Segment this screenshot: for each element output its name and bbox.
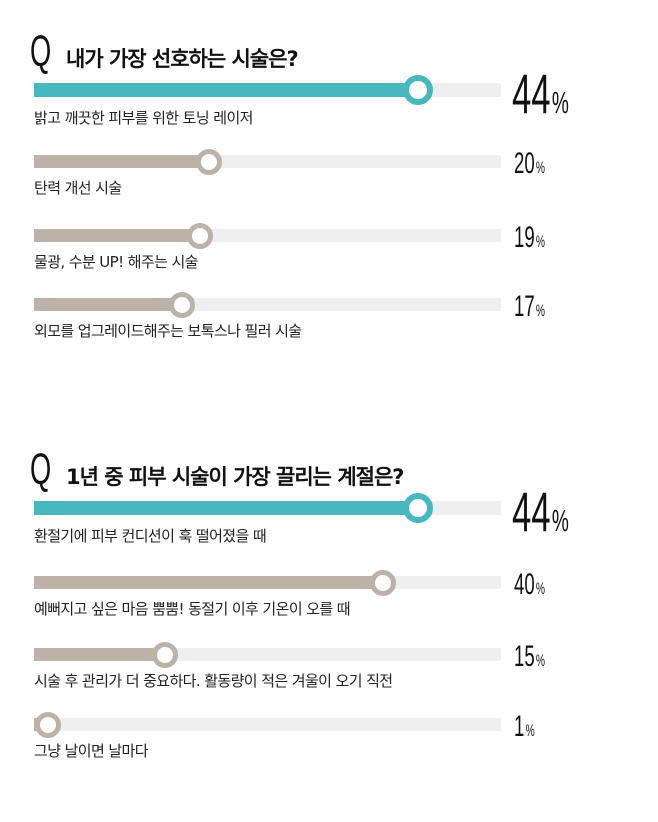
percent-value: 19% (514, 221, 545, 255)
bar-label: 물광, 수분 UP! 해주는 시술 (34, 251, 198, 272)
percent-unit: % (552, 503, 569, 538)
bar-fill (34, 298, 182, 311)
bar-track (34, 298, 501, 311)
bar-fill (34, 229, 200, 242)
percent-unit: % (536, 302, 545, 320)
percent-value: 20% (514, 147, 545, 181)
percent-number: 17 (514, 290, 535, 323)
percent-unit: % (536, 233, 545, 251)
question-title: 1년 중 피부 시술이 가장 끌리는 계절은? (66, 461, 403, 491)
percent-value: 17% (514, 290, 545, 324)
question-title: 내가 가장 선호하는 시술은? (66, 43, 298, 73)
bar-label: 외모를 업그레이드해주는 보톡스나 필러 시술 (34, 320, 301, 341)
percent-unit: % (552, 85, 569, 120)
bar-track (34, 576, 501, 589)
bar-knob (169, 292, 195, 318)
percent-number: 44 (512, 62, 551, 125)
bar-knob (403, 75, 433, 105)
bar-track (34, 229, 501, 242)
percent-number: 20 (514, 147, 535, 180)
bar-fill (34, 576, 383, 589)
bar-track (34, 83, 501, 97)
percent-number: 40 (514, 568, 535, 601)
percent-value: 15% (514, 640, 545, 674)
percent-number: 15 (514, 640, 535, 673)
percent-number: 44 (512, 480, 551, 543)
bar-label: 예뻐지고 싶은 마음 뿜뿜! 동절기 이후 기온이 오를 때 (34, 598, 350, 619)
bar-fill (34, 648, 165, 661)
percent-value: 44% (512, 61, 569, 126)
percent-value: 40% (514, 568, 545, 602)
bar-knob (403, 493, 433, 523)
percent-value: 1% (514, 710, 535, 744)
percent-unit: % (526, 722, 535, 740)
bar-fill (34, 155, 209, 168)
bar-label: 탄력 개선 시술 (34, 177, 122, 198)
percent-value: 44% (512, 479, 569, 544)
percent-unit: % (536, 652, 545, 670)
bar-label: 밝고 깨끗한 피부를 위한 토닝 레이저 (34, 107, 253, 128)
question-mark: Q (30, 448, 51, 492)
percent-number: 1 (514, 710, 524, 743)
percent-number: 19 (514, 221, 535, 254)
bar-knob (35, 712, 61, 738)
bar-label: 환절기에 피부 컨디션이 훅 떨어졌을 때 (34, 525, 266, 546)
bar-knob (196, 149, 222, 175)
bar-fill (34, 501, 418, 515)
bar-knob (370, 570, 396, 596)
question-mark: Q (30, 30, 51, 74)
bar-track (34, 501, 501, 515)
bar-knob (152, 642, 178, 668)
bar-track (34, 155, 501, 168)
percent-unit: % (536, 580, 545, 598)
bar-track (34, 718, 501, 731)
bar-label: 그냥 날이면 날마다 (34, 740, 148, 761)
percent-unit: % (536, 159, 545, 177)
bar-track (34, 648, 501, 661)
bar-fill (34, 83, 418, 97)
bar-knob (187, 223, 213, 249)
bar-label: 시술 후 관리가 더 중요하다. 활동량이 적은 겨울이 오기 직전 (34, 670, 392, 691)
